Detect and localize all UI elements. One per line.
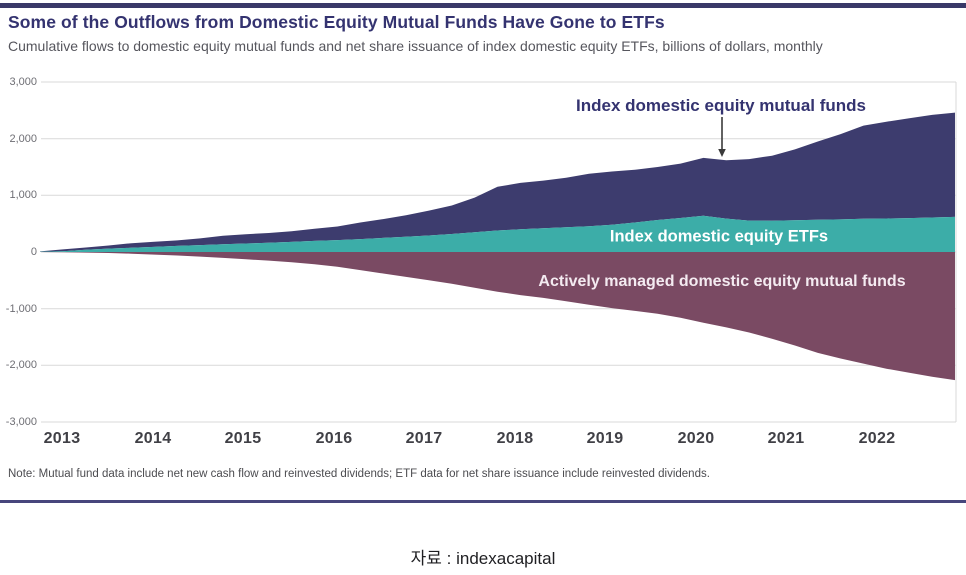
x-tick-label: 2014: [134, 430, 172, 447]
y-tick-label: -2,000: [5, 359, 37, 371]
x-tick-label: 2019: [586, 430, 624, 447]
page-subtitle: Cumulative flows to domestic equity mutu…: [8, 38, 823, 54]
y-tick-label: 1,000: [9, 189, 37, 201]
bottom-accent-rule: [0, 500, 966, 503]
chart-note: Note: Mutual fund data include net new c…: [8, 468, 710, 480]
y-tick-label: -1,000: [5, 303, 37, 315]
y-tick-label: 2,000: [9, 133, 37, 145]
area-index-etfs: [40, 215, 955, 252]
x-tick-label: 2016: [315, 430, 353, 447]
y-tick-label: -3,000: [5, 416, 37, 428]
top-accent-rule: [0, 3, 966, 8]
series-label-index-mutual-funds: Index domestic equity mutual funds: [576, 96, 866, 115]
annotation-arrow: [718, 117, 726, 157]
y-tick-label: 0: [30, 246, 37, 258]
y-tick-label: 3,000: [9, 76, 37, 88]
series-label-index-etfs: Index domestic equity ETFs: [609, 227, 829, 246]
x-tick-label: 2018: [496, 430, 534, 447]
x-tick-label: 2013: [43, 430, 81, 447]
area-index-mutual-funds: [40, 112, 955, 252]
x-tick-label: 2015: [224, 430, 262, 447]
x-tick-label: 2020: [677, 430, 715, 447]
series-label-active-mutual-funds: Actively managed domestic equity mutual …: [538, 273, 906, 290]
source-attribution: 자료 : indexacapital: [410, 549, 556, 568]
area-active-mutual-funds: [40, 252, 955, 381]
x-tick-label: 2022: [858, 430, 896, 447]
x-tick-label: 2021: [767, 430, 805, 447]
page-title: Some of the Outflows from Domestic Equit…: [8, 12, 665, 32]
x-tick-label: 2017: [405, 430, 443, 447]
